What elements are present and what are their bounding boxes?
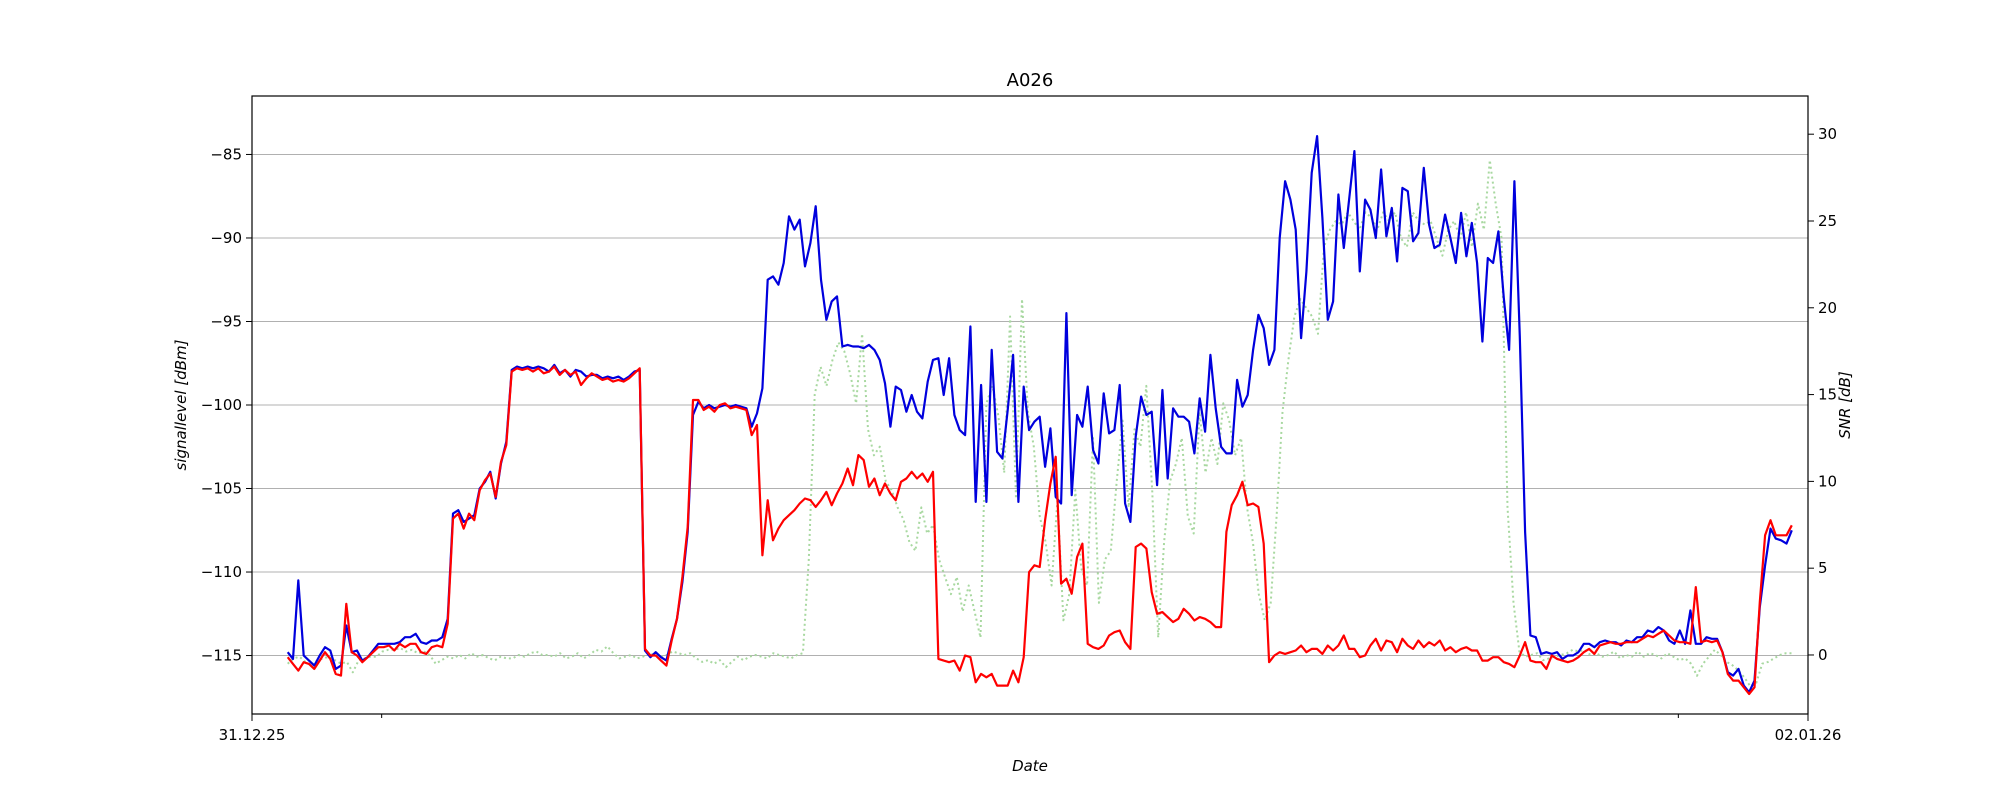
y-left-tick-label: −115 xyxy=(201,647,242,665)
chart-title: A026 xyxy=(1007,70,1054,91)
y-right-tick-label: 25 xyxy=(1818,212,1837,230)
ticks-group: −115 −110 −105 −100 −95 −90 −85 0 5 10 15 20 25 30 31.… xyxy=(201,125,1842,744)
y-right-tick-label: 10 xyxy=(1818,472,1837,490)
y-left-tick-label: −95 xyxy=(210,312,242,330)
x-tick-label: 02.01.26 xyxy=(1775,726,1842,744)
y-left-axis-title: signallevel [dBm] xyxy=(172,339,190,470)
signal-series-line-blue xyxy=(286,135,1793,694)
signal-series-line-red xyxy=(286,365,1793,696)
x-tick-label: 31.12.25 xyxy=(219,726,286,744)
y-right-axis-title: SNR [dB] xyxy=(1836,371,1854,439)
y-left-tick-label: −105 xyxy=(201,480,242,498)
y-left-tick-label: −90 xyxy=(210,229,242,247)
y-left-tick-label: −110 xyxy=(201,563,242,581)
grid-lines xyxy=(252,153,1808,657)
y-right-tick-label: 15 xyxy=(1818,386,1837,404)
y-right-tick-label: 30 xyxy=(1818,125,1837,143)
snr-series-line xyxy=(287,159,1792,688)
y-right-tick-label: 0 xyxy=(1818,646,1828,664)
y-right-tick-label: 5 xyxy=(1818,559,1828,577)
y-right-tick-label: 20 xyxy=(1818,299,1837,317)
series-group xyxy=(286,135,1793,696)
y-left-tick-label: −100 xyxy=(201,396,242,414)
y-left-tick-label: −85 xyxy=(210,145,242,163)
x-axis-title: Date xyxy=(1012,757,1048,775)
